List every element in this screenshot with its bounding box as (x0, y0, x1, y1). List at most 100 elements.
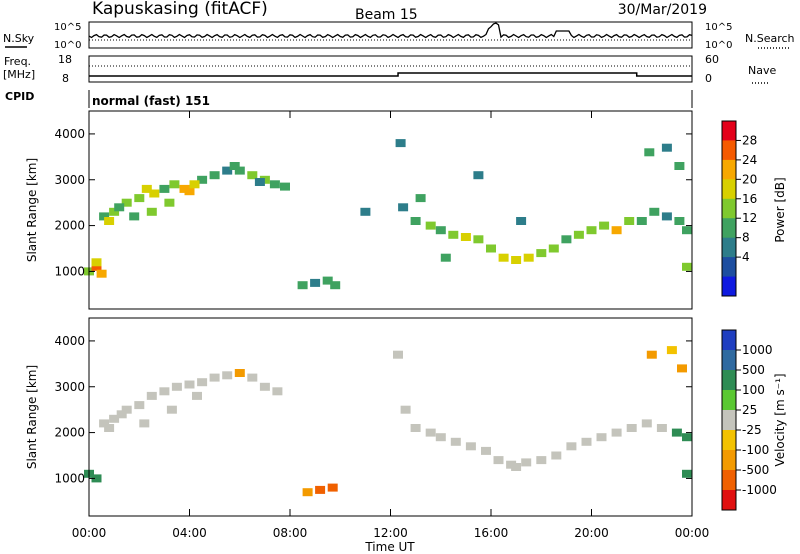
heatmap-cell (159, 387, 170, 396)
colorbar-tick-label: 12 (742, 211, 757, 225)
freq-frame (88, 55, 693, 83)
heatmap-cell (134, 194, 145, 203)
heatmap-cell (626, 424, 637, 432)
heatmap-cell (516, 217, 527, 225)
heatmap-cell (99, 212, 110, 221)
colorbar-tick-label: -500 (742, 463, 769, 477)
y-tick-label: 2000 (54, 219, 85, 233)
nave-tick-top: 60 (705, 53, 719, 66)
heatmap-cell (116, 410, 127, 419)
heatmap-cell (611, 428, 622, 437)
heatmap-cell (247, 373, 258, 382)
heatmap-cell (146, 391, 157, 400)
heatmap-cell (297, 281, 308, 290)
colorbar-tick-label: 8 (742, 231, 750, 245)
heatmap-cell (481, 446, 491, 455)
heatmap-cell (435, 226, 446, 235)
heatmap-cell (473, 235, 484, 244)
heatmap-cell (310, 278, 321, 287)
heatmap-cell (229, 162, 240, 170)
heatmap-cell (656, 424, 667, 432)
heatmap-cell (682, 469, 692, 478)
heatmap-cell (269, 180, 280, 189)
heatmap-cell (460, 233, 471, 241)
colorbar-tick-label: 28 (742, 133, 757, 147)
heatmap-cell (599, 221, 610, 230)
heatmap-cell (649, 207, 660, 216)
heatmap-cell (322, 276, 333, 285)
colorbar-tick-label: 1000 (742, 343, 773, 357)
heatmap-cell (646, 350, 657, 359)
heatmap-cell (410, 424, 421, 432)
noise-search-label: N.Search (745, 32, 795, 45)
date-title: 30/Mar/2019 (618, 2, 707, 18)
x-tick-label: 08:00 (273, 526, 308, 540)
heatmap-cell (360, 207, 371, 216)
heatmap-cell (682, 433, 692, 442)
y-tick-label: 3000 (54, 380, 85, 394)
heatmap-cell (511, 463, 522, 471)
noise-sky-line (88, 22, 693, 39)
heatmap-cell (435, 433, 446, 442)
colorbar-block (722, 470, 736, 491)
colorbar-block (722, 370, 736, 391)
heatmap-cell (586, 226, 597, 235)
heatmap-cell (674, 162, 685, 170)
heatmap-cell (561, 235, 572, 244)
heatmap-cell (159, 184, 170, 193)
power-colorbar: 28 24 20 16 12 8 4 Power [dB] (721, 120, 787, 297)
heatmap-cell (636, 217, 647, 225)
y-tick-label: 3000 (54, 173, 85, 187)
colorbar-block (722, 159, 736, 180)
cpid-value: normal (fast) 151 (92, 94, 210, 108)
heatmap-cell (506, 460, 517, 469)
heatmap-cell (184, 380, 195, 389)
x-ticks: 00:00 04:00 08:00 12:00 16:00 20:00 00:00 (72, 111, 709, 540)
heatmap-cell (465, 442, 476, 451)
velocity-colorbar-frame (721, 329, 737, 511)
heatmap-cell (91, 258, 102, 267)
freq-line (89, 72, 692, 77)
heatmap-cell (91, 262, 102, 271)
colorbar-tick-label: 4 (742, 250, 750, 264)
heatmap-cell (581, 437, 592, 446)
header: Kapuskasing (fitACF) Beam 15 30/Mar/2019 (92, 0, 707, 23)
cpid-panel: CPID normal (fast) 151 (5, 90, 693, 108)
heatmap-cell (425, 221, 436, 230)
heatmap-cell (164, 198, 175, 207)
heatmap-cell (682, 262, 692, 271)
power-cells (84, 139, 692, 290)
heatmap-cell (330, 281, 341, 290)
colorbar-block (722, 410, 736, 431)
velocity-colorbar: 1000 500 100 25 -25 -100 -500 -1000 Velocity [m… (721, 329, 787, 511)
heatmap-cell (134, 401, 145, 410)
power-yticks: 4000 3000 2000 1000 (54, 127, 692, 278)
colorbar-tick-label: -25 (742, 423, 762, 437)
colorbar-tick-label: 24 (742, 153, 757, 167)
cpid-label: CPID (5, 90, 34, 103)
heatmap-cell (209, 171, 220, 180)
noise-left-tick-top: 10^5 (54, 22, 81, 33)
heatmap-cell (129, 212, 140, 221)
heatmap-cell (440, 253, 451, 262)
heatmap-cell (536, 456, 547, 465)
x-tick-label: 20:00 (574, 526, 609, 540)
heatmap-cell (536, 249, 547, 258)
heatmap-cell (222, 371, 233, 380)
heatmap-cell (682, 226, 692, 235)
freq-panel: Freq. [MHz] 18 8 60 0 Nave (3, 53, 776, 85)
freq-label: Freq. (4, 55, 31, 68)
colorbar-block (722, 237, 736, 258)
heatmap-cell (222, 166, 233, 175)
heatmap-cell (393, 350, 403, 359)
colorbar-block (722, 257, 736, 277)
colorbar-block (722, 430, 736, 451)
heatmap-cell (96, 269, 107, 278)
heatmap-cell (315, 485, 326, 494)
power-panel: Slant Range [km] 4000 3000 2000 1000 (25, 110, 693, 310)
velocity-colorbar-blocks (722, 330, 736, 511)
heatmap-cell (511, 256, 522, 264)
beam-title: Beam 15 (355, 7, 418, 23)
